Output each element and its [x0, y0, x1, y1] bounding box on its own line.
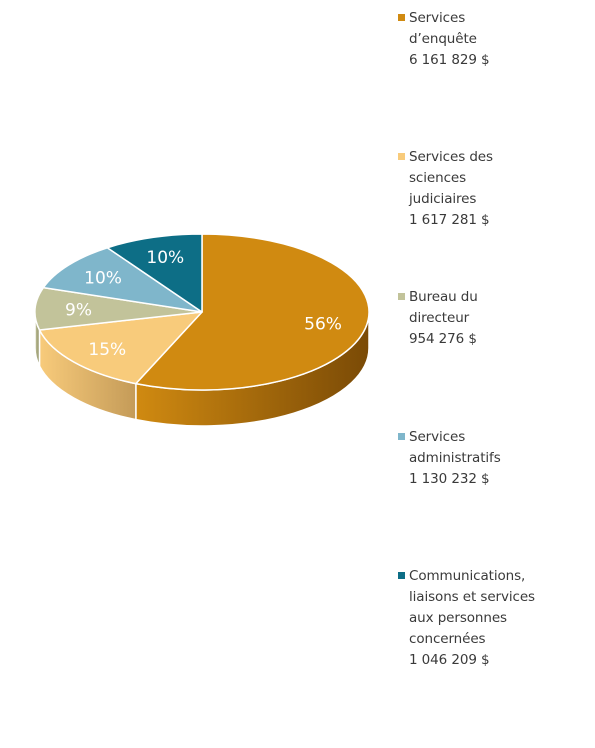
legend-line: Services	[409, 10, 466, 26]
pie-slice-label-2: 15%	[88, 340, 126, 360]
pie-slice-4	[42, 246, 203, 313]
pie-slice-label-1: 56%	[304, 315, 342, 335]
legend-marker-1	[398, 14, 405, 21]
legend-line: liaisons et services	[409, 589, 535, 605]
legend-line: sciences	[409, 170, 467, 186]
legend-line: 1 130 232 $	[409, 471, 490, 487]
legend-line: judiciaires	[409, 191, 477, 207]
legend: Services d’enquête 6 161 829 $ Services des…	[398, 0, 593, 748]
legend-label-4: Services administratifs 1 130 232 $	[409, 427, 591, 490]
legend-line: Services	[409, 429, 466, 445]
legend-line: d’enquête	[409, 31, 477, 47]
pie-slice-label-3: 9%	[65, 301, 92, 321]
pie-labels-group: 56% 15% 9% 10% 10%	[65, 248, 342, 360]
legend-marker-4	[398, 433, 405, 440]
legend-line: 6 161 829 $	[409, 52, 490, 68]
legend-line: Bureau du	[409, 289, 478, 305]
legend-line: 1 617 281 $	[409, 212, 490, 228]
legend-line: directeur	[409, 310, 470, 326]
legend-line: concernées	[409, 631, 486, 647]
pie-slice-3	[34, 286, 203, 331]
legend-line: administratifs	[409, 450, 501, 466]
pie-slice-5	[106, 233, 203, 313]
pie-slice-1	[135, 233, 370, 391]
legend-line: 954 276 $	[409, 331, 477, 347]
legend-label-5: Communications, liaisons et services aux p…	[409, 566, 591, 671]
legend-marker-5	[398, 572, 405, 579]
legend-line: aux personnes	[409, 610, 507, 626]
legend-label-2: Services des sciences judiciaires 1 617 281…	[409, 147, 591, 231]
pie-slice-2	[38, 311, 203, 385]
legend-line: Communications,	[409, 568, 526, 584]
legend-line: Services des	[409, 149, 493, 165]
pie-slice-label-5: 10%	[146, 248, 184, 268]
pie-slice-label-4: 10%	[84, 268, 122, 288]
legend-label-1: Services d’enquête 6 161 829 $	[409, 8, 591, 71]
pie-tops-group	[34, 233, 370, 391]
legend-marker-3	[398, 293, 405, 300]
legend-line: 1 046 209 $	[409, 652, 490, 668]
legend-label-3: Bureau du directeur 954 276 $	[409, 287, 591, 350]
legend-marker-2	[398, 153, 405, 160]
